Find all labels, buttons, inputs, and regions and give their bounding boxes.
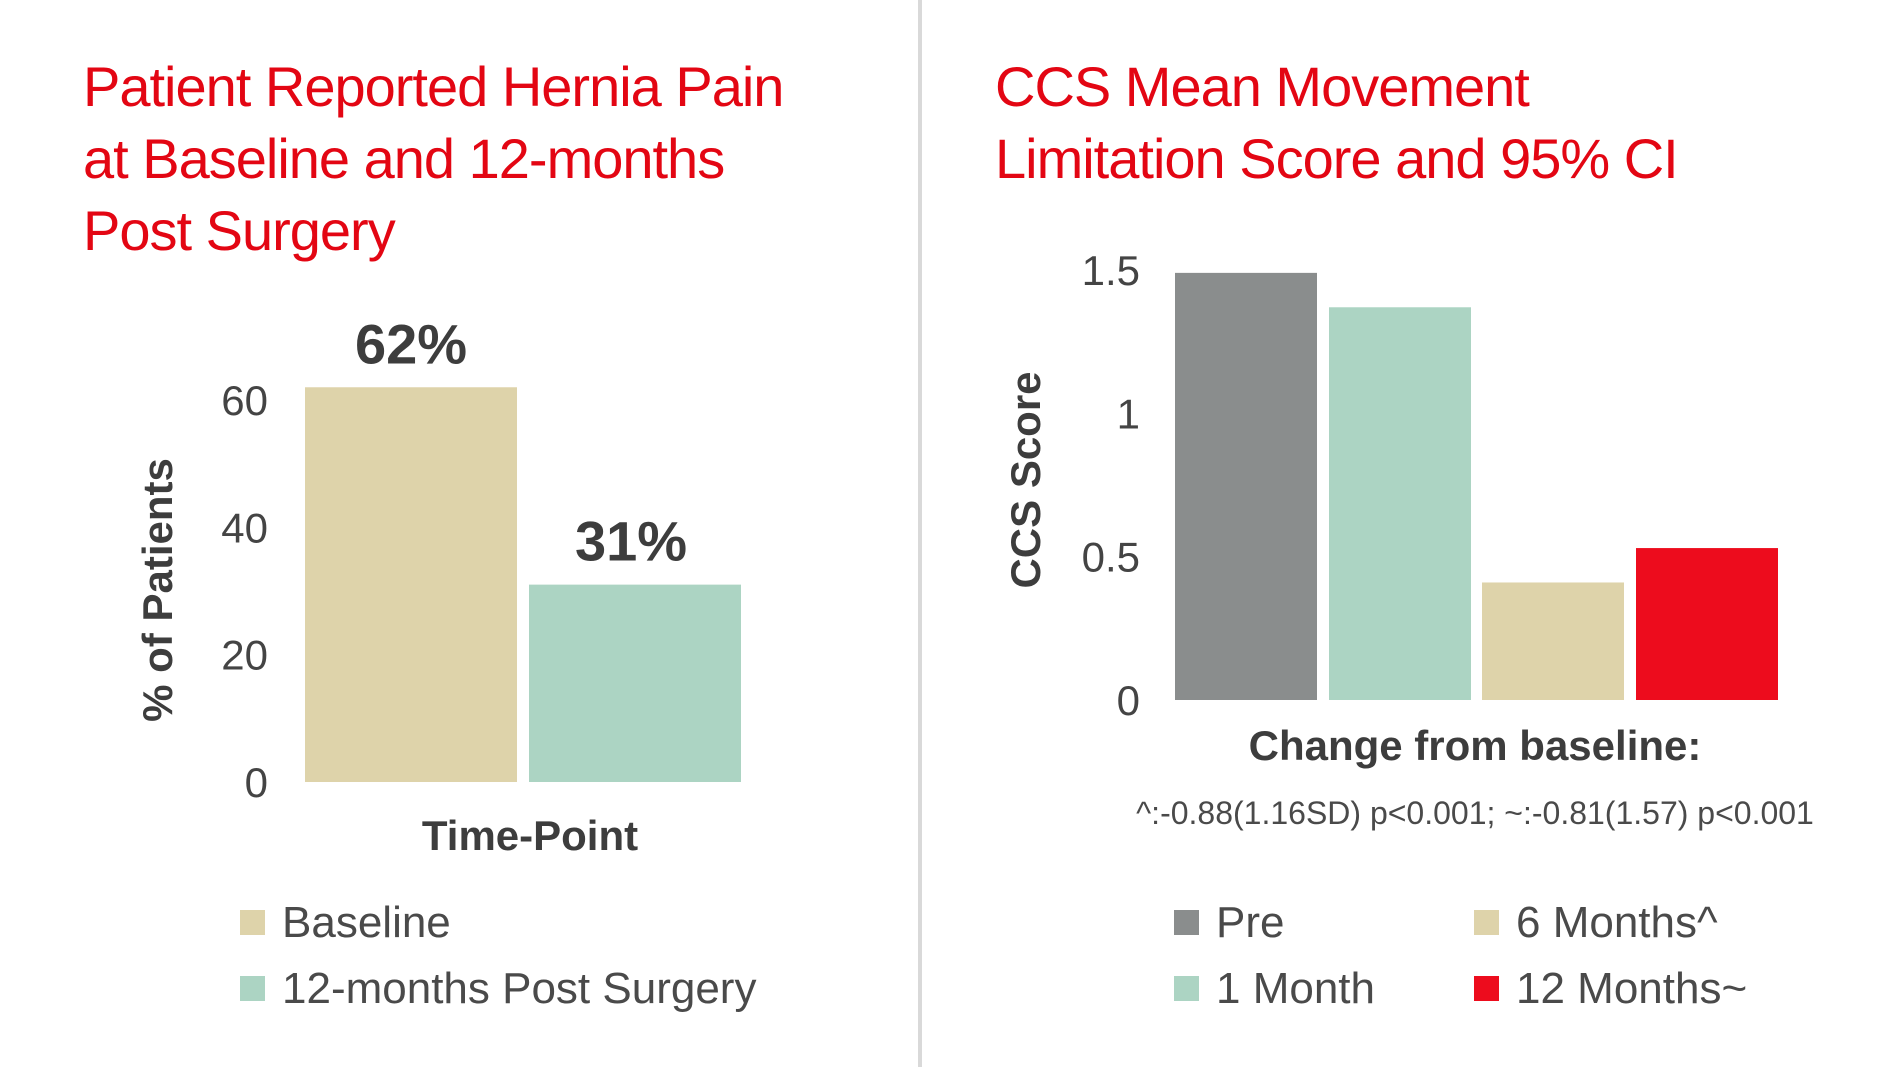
right-title-line-2: Limitation Score and 95% CI	[995, 127, 1679, 190]
right-bar-6-months	[1482, 582, 1624, 700]
right-legend-swatch-pre	[1174, 910, 1199, 935]
right-chart-title: CCS Mean Movement Limitation Score and 9…	[995, 51, 1679, 195]
right-legend-swatch-1-month	[1174, 976, 1199, 1001]
right-y-axis-title: CCS Score	[1002, 371, 1049, 588]
left-chart-title: Patient Reported Hernia Pain at Baseline…	[83, 51, 784, 267]
right-y-tick-1.5: 1.5	[1082, 247, 1140, 294]
left-title-line-2: at Baseline and 12-months	[83, 127, 725, 190]
left-y-tick-20: 20	[221, 632, 268, 679]
left-title-line-3: Post Surgery	[83, 199, 396, 262]
right-legend-swatch-12-months	[1474, 976, 1499, 1001]
left-y-axis-title: % of Patients	[134, 458, 181, 722]
right-legend-swatch-6-months	[1474, 910, 1499, 935]
right-change-note: ^:-0.88(1.16SD) p<0.001; ~:-0.81(1.57) p…	[1136, 795, 1814, 831]
left-x-axis-title: Time-Point	[422, 812, 638, 859]
left-bar-baseline	[305, 387, 517, 782]
right-legend-label-12-months: 12 Months~	[1516, 964, 1747, 1013]
right-title-line-1: CCS Mean Movement	[995, 55, 1530, 118]
right-legend-label-1-month: 1 Month	[1216, 964, 1375, 1013]
left-legend-swatch-12-months	[240, 976, 265, 1001]
right-bar-chart: 0 0.5 1 1.5 CCS Score Change from baseline: ^:…	[1002, 247, 1814, 1013]
right-y-tick-1: 1	[1117, 390, 1140, 437]
left-legend-swatch-baseline	[240, 910, 265, 935]
panel-divider	[918, 0, 922, 1067]
right-bar-12-months	[1636, 548, 1778, 700]
right-y-tick-0: 0	[1117, 677, 1140, 724]
left-y-tick-60: 60	[221, 377, 268, 424]
left-y-tick-40: 40	[221, 504, 268, 551]
right-bar-pre	[1175, 272, 1317, 700]
left-legend-label-12-months: 12-months Post Surgery	[282, 964, 756, 1013]
right-x-axis-title: Change from baseline:	[1249, 722, 1702, 769]
left-y-tick-0: 0	[245, 759, 268, 806]
left-bar-chart: 0 20 40 60 % of Patients 62% 31% Time-Point Base…	[134, 312, 756, 1013]
right-y-tick-0.5: 0.5	[1082, 534, 1140, 581]
right-legend-label-6-months: 6 Months^	[1516, 898, 1718, 947]
left-legend-label-baseline: Baseline	[282, 898, 451, 947]
left-title-line-1: Patient Reported Hernia Pain	[83, 55, 784, 118]
right-bar-1-month	[1329, 307, 1471, 700]
left-bar-12-months	[529, 584, 741, 782]
left-bar-label-baseline: 62%	[355, 312, 467, 375]
left-bar-label-12-months: 31%	[575, 510, 687, 573]
right-legend-label-pre: Pre	[1216, 898, 1284, 947]
